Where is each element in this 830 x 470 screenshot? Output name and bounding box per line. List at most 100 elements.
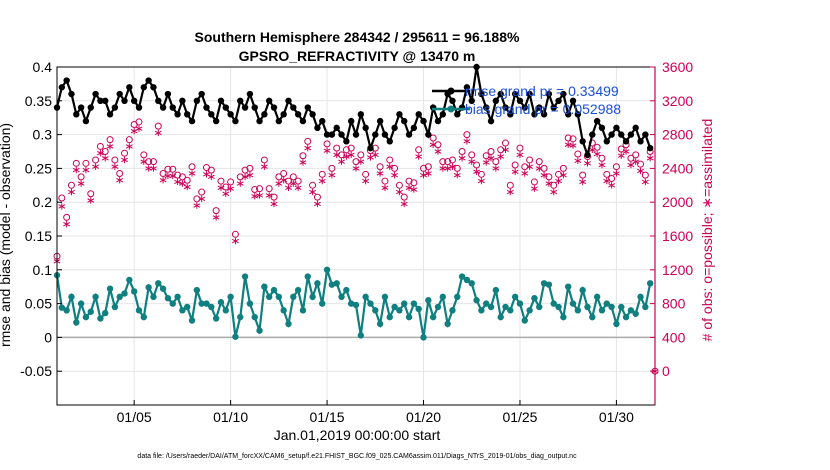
rmse-point	[111, 104, 119, 111]
obs-possible-point	[641, 171, 649, 179]
rmse-point	[227, 111, 234, 118]
obs-assimilated-point	[58, 203, 66, 210]
bias-point	[343, 286, 350, 294]
obs-assimilated-point	[487, 155, 495, 162]
obs-assimilated-point	[473, 168, 481, 175]
rmse-point	[415, 111, 422, 118]
obs-assimilated-point	[96, 149, 104, 157]
obs-assimilated-point	[217, 184, 225, 192]
asterisk-stroke	[63, 221, 71, 227]
obs-assimilated-point	[627, 161, 635, 169]
asterisk-stroke	[516, 152, 524, 158]
obs-possible-point	[309, 181, 317, 189]
y-left-tick-label: 0.35	[25, 93, 52, 109]
rmse-point	[454, 111, 461, 118]
bias-point	[222, 307, 229, 314]
rmse-point	[507, 111, 514, 118]
asterisk-stroke	[260, 164, 268, 169]
rmse-point	[622, 138, 630, 145]
y-left-tick-label: 0	[44, 329, 52, 345]
rmse-point	[309, 111, 316, 118]
bias-point	[483, 300, 490, 307]
obs-possible-point	[280, 169, 288, 177]
asterisk-stroke	[313, 201, 321, 207]
obs-possible-point	[193, 195, 201, 203]
bias-point	[328, 281, 336, 288]
obs-assimilated-point	[646, 155, 654, 162]
bias-point	[164, 294, 172, 302]
bias-point	[304, 273, 311, 280]
obs-possible-point	[145, 158, 153, 166]
obs-assimilated-point	[395, 188, 403, 196]
y-right-tick-label: 3200	[662, 93, 693, 109]
asterisk-stroke	[352, 166, 360, 171]
obs-assimilated-point	[540, 171, 548, 179]
bias-point	[526, 307, 533, 314]
obs-assimilated-point	[231, 237, 239, 245]
obs-possible-point	[116, 169, 124, 177]
asterisk-stroke	[285, 185, 292, 191]
bias-point	[637, 293, 644, 301]
obs-possible-point	[96, 142, 104, 150]
bias-point	[560, 313, 567, 321]
obs-possible-point	[420, 164, 428, 172]
rmse-point	[290, 104, 297, 111]
bias-point	[116, 293, 123, 301]
asterisk-stroke	[540, 172, 548, 178]
obs-possible-point	[265, 185, 273, 193]
asterisk-stroke	[174, 179, 182, 185]
obs-assimilated-point	[294, 184, 302, 192]
asterisk-stroke	[468, 159, 476, 164]
obs-possible-point	[333, 144, 341, 152]
rmse-point	[169, 104, 176, 111]
bias-point	[386, 313, 393, 321]
bias-point	[275, 293, 283, 301]
asterisk-stroke	[140, 159, 148, 164]
obs-possible-point	[550, 181, 558, 189]
bias-point	[97, 315, 104, 322]
obs-possible-point	[526, 156, 534, 164]
obs-assimilated-point	[111, 163, 119, 170]
obs-assimilated-point	[400, 200, 408, 208]
obs-assimilated-point	[535, 165, 543, 172]
bias-point	[212, 315, 220, 322]
rmse-point	[564, 111, 572, 118]
bias-point	[106, 285, 114, 292]
obs-assimilated-point	[154, 129, 162, 137]
obs-assimilated-point	[444, 165, 452, 172]
bias-point	[540, 280, 548, 287]
y-axis-right-label: # of obs: o=possible; ∗=assimilated	[699, 119, 715, 342]
obs-assimilated-point	[511, 168, 519, 175]
obs-assimilated-point	[357, 158, 365, 165]
obs-assimilated-point	[92, 163, 100, 170]
obs-assimilated-point	[584, 160, 591, 167]
obs-assimilated-point	[521, 170, 529, 177]
bias-point	[357, 332, 365, 339]
obs-possible-point	[256, 185, 264, 193]
y-left-tick-label: 0.3	[33, 127, 53, 143]
asterisk-stroke	[386, 164, 394, 169]
rmse-point	[362, 124, 369, 132]
obs-assimilated-point	[574, 157, 582, 164]
bias-point	[425, 297, 432, 304]
obs-possible-point	[101, 148, 109, 155]
asterisk-stroke	[646, 156, 654, 161]
rmse-point	[405, 131, 413, 138]
obs-assimilated-point	[506, 188, 514, 196]
asterisk-stroke	[207, 174, 215, 180]
asterisk-stroke	[87, 198, 95, 203]
obs-possible-point	[391, 164, 399, 172]
asterisk-stroke	[106, 144, 114, 149]
rmse-point	[106, 111, 114, 118]
obs-possible-point	[381, 177, 389, 185]
obs-assimilated-point	[241, 173, 249, 181]
bias-point	[410, 300, 418, 307]
rmse-point	[381, 131, 389, 138]
obs-assimilated-point	[101, 155, 109, 162]
asterisk-stroke	[154, 130, 162, 136]
asterisk-stroke	[641, 179, 649, 185]
bias-point	[140, 313, 148, 321]
rmse-point	[285, 97, 292, 105]
rmse-point	[174, 111, 181, 118]
obs-assimilated-point	[367, 154, 374, 161]
